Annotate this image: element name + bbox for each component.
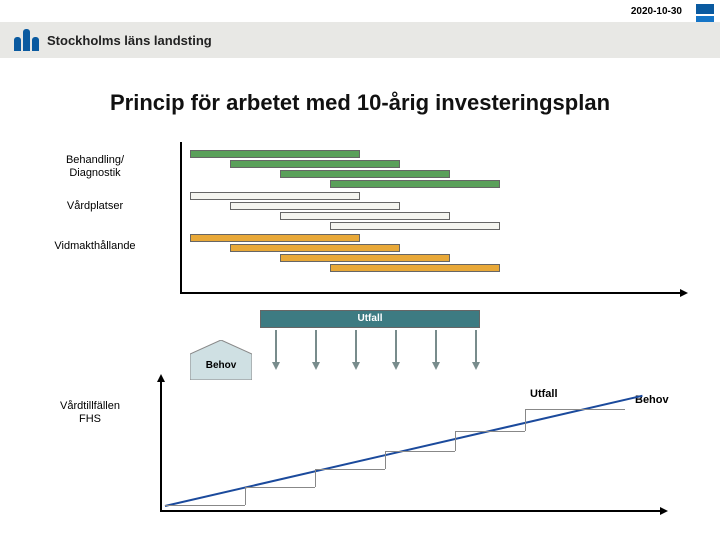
invest-bar — [280, 212, 450, 220]
date-label: 2020-10-30 — [631, 6, 682, 17]
behov-arrow: Behov — [190, 340, 252, 380]
invest-bar — [280, 254, 450, 262]
invest-bar — [190, 192, 360, 200]
invest-bar — [330, 264, 500, 272]
invest-bar — [330, 180, 500, 188]
row-label: Vidmakthållande — [30, 240, 160, 253]
invest-bar — [330, 222, 500, 230]
row-label: Behandling/Diagnostik — [30, 154, 160, 180]
invest-bar — [190, 234, 360, 242]
invest-bar — [190, 150, 360, 158]
header-bar: Stockholms läns landsting — [0, 22, 720, 58]
invest-bar — [230, 244, 400, 252]
page-title: Princip för arbetet med 10-årig invester… — [0, 90, 720, 116]
invest-bar — [230, 202, 400, 210]
logo-icon — [14, 29, 39, 51]
utfall-box: Utfall — [260, 310, 480, 328]
svg-text:Behov: Behov — [206, 360, 237, 371]
chart2-label: VårdtillfällenFHS — [40, 400, 140, 426]
invest-bar — [280, 170, 450, 178]
invest-bar — [230, 160, 400, 168]
row-label: Vårdplatser — [30, 200, 160, 213]
chart-investments: Behandling/Diagnostik Vårdplatser Vidmakth… — [30, 140, 690, 300]
utfall-label: Utfall — [530, 388, 558, 401]
org-name: Stockholms läns landsting — [47, 33, 212, 48]
